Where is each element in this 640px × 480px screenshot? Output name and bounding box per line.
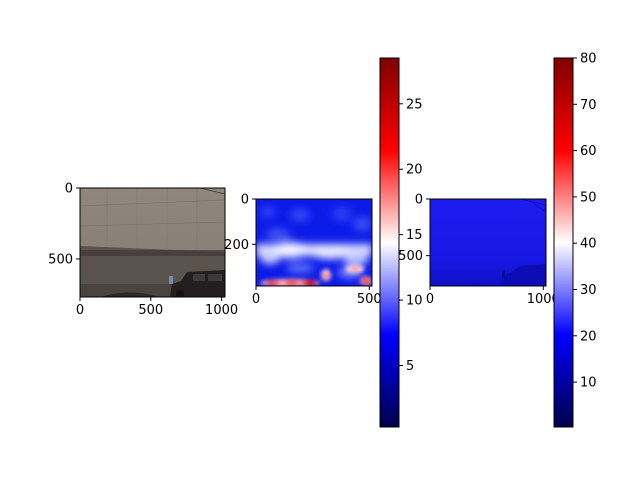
colorbar-2-frame: [553, 57, 574, 428]
heatmap-x-tick-label: 0: [252, 292, 260, 307]
colorbar-2-tick-label: 50: [580, 190, 597, 205]
heatmap-y-tick-label: 0: [241, 193, 249, 208]
colorbar-1-tick-label: 5: [406, 359, 414, 374]
colorbar-2-tick-label: 30: [580, 283, 597, 298]
heatmap-y-tick-label: 200: [224, 238, 249, 253]
photo-ticks: 0 500 1000 0 500: [48, 182, 238, 319]
photo-axes-frame: [79, 187, 226, 298]
blue-image-y-tick-label: 500: [398, 249, 423, 264]
colorbar-2-tick-label: 40: [580, 237, 597, 252]
photo-image: [80, 188, 225, 297]
photo-panel: 0 500 1000 0 500: [48, 182, 238, 319]
colorbar-2-tick-label: 70: [580, 98, 597, 113]
blue-image: [430, 199, 546, 286]
photo-x-tick-label: 0: [76, 303, 84, 318]
photo-x-tick-label: 500: [138, 303, 163, 318]
colorbar-2-ticks: 10 20 30 40 50 60 70 80: [573, 52, 597, 391]
photo-x-tick-label: 1000: [205, 303, 238, 318]
colorbar-2-gradient: [554, 58, 573, 427]
colorbar-2-tick-label: 20: [580, 329, 597, 344]
colorbar-1-tick-label: 10: [406, 294, 423, 309]
heatmap-image: [256, 199, 372, 286]
colorbar-1-tick-label: 20: [406, 163, 423, 178]
photo-y-tick-label: 0: [65, 182, 73, 197]
blue-image-y-tick-label: 0: [415, 193, 423, 208]
blue-image-x-tick-label: 1000: [527, 292, 560, 307]
heatmap-axes-frame: [255, 198, 373, 287]
blue-image-ticks: 0 1000 0 500: [398, 193, 560, 308]
colorbar-1-tick-label: 15: [406, 228, 423, 243]
heatmap-x-tick-label: 500: [357, 292, 382, 307]
heatmap-panel: 0 500 0 200 5 10 15 20 25: [224, 57, 423, 428]
blue-image-panel: 0 1000 0 500 10 20 30 40 50 60 70 80: [398, 52, 597, 428]
blue-image-axes-frame: [429, 198, 547, 287]
heatmap-ticks: 0 500 0 200: [224, 193, 382, 308]
colorbar-1-tick-label: 25: [406, 97, 423, 112]
colorbar-1-gradient: [380, 58, 399, 427]
colorbar-2-tick-label: 80: [580, 52, 597, 67]
blue-image-x-tick-label: 0: [426, 292, 434, 307]
colorbar-2-tick-label: 10: [580, 376, 597, 391]
colorbar-2-tick-label: 60: [580, 144, 597, 159]
colorbar-1-frame: [379, 57, 400, 428]
colorbar-1-ticks: 5 10 15 20 25: [399, 97, 423, 374]
photo-y-tick-label: 500: [48, 252, 73, 267]
